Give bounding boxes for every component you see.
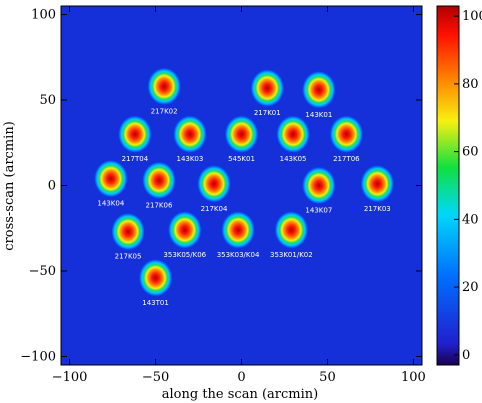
detector-label: 217K01 [254,109,281,117]
detector-label: 217K04 [201,205,228,213]
y-tick-label: 100 [31,8,56,23]
colorbar-tick-label: 20 [462,280,479,295]
detector-spot [274,210,309,249]
detector-spot [301,166,336,205]
detector-spot [117,115,152,154]
detector-label: 217K02 [151,107,178,115]
y-tick-label: 0 [48,179,56,194]
x-axis-title: along the scan (arcmin) [162,387,318,402]
detector-label: 545K01 [228,155,255,163]
detector-label: 143K04 [97,200,124,208]
colorbar-tick-label: 100 [462,9,482,24]
detector-label: 353K05/K06 [163,251,206,259]
detector-spot [167,210,202,249]
x-tick-label: −100 [52,370,88,385]
x-tick-label: −50 [142,370,169,385]
detector-spot [147,67,182,106]
detector-label: 217K06 [146,201,173,209]
detector-spot [196,164,231,203]
detector-spot [221,210,256,249]
x-tick-label: 100 [401,370,426,385]
detector-spot [301,70,336,109]
detector-spot [250,69,285,108]
detector-spot [276,115,311,154]
detector-label: 217K05 [115,253,142,261]
colorbar-tick-label: 40 [462,212,479,227]
y-tick-label: −100 [20,349,56,364]
detector-label: 217T06 [333,155,360,163]
detector-label: 143K01 [305,111,332,119]
detector-label: 353K03/K04 [217,251,260,259]
detector-label: 353K01/K02 [270,251,313,259]
y-tick-label: −50 [29,264,56,279]
x-tick-label: 50 [319,370,336,385]
colorbar-tick-label: 60 [462,145,479,160]
detector-label: 217K03 [364,205,391,213]
detector-spot [141,161,176,200]
detector-spot [111,212,146,251]
detector-label: 143K05 [280,155,307,163]
detector-label: 217T04 [122,155,149,163]
detector-spot [93,159,128,198]
y-tick-label: 50 [39,93,56,108]
detector-spot [138,258,173,297]
y-axis-title: cross-scan (arcmin) [2,121,17,251]
x-tick-label: 0 [237,370,245,385]
colorbar-tick-label: 0 [462,348,470,363]
detector-spot [360,164,395,203]
detector-label: 143K07 [305,207,332,215]
detector-label: 143K03 [176,155,203,163]
colorbar-tick-label: 80 [462,77,479,92]
detector-spot [329,115,364,154]
colorbar [436,5,460,366]
detector-spot [224,115,259,154]
detector-label: 143T01 [142,299,169,307]
detector-spot [172,115,207,154]
